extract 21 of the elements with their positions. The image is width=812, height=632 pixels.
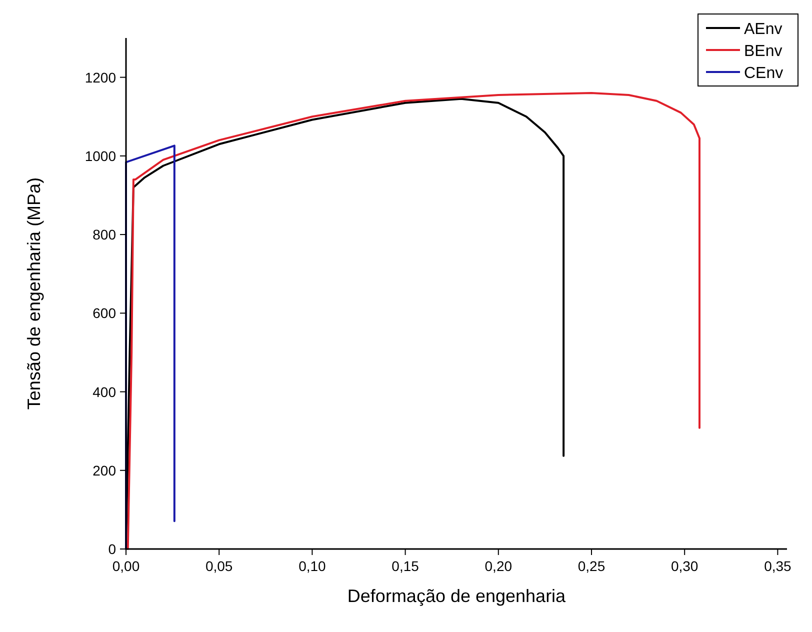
x-tick-label: 0,20 — [484, 558, 512, 574]
x-tick-label: 0,00 — [112, 558, 140, 574]
y-tick-label: 1000 — [84, 148, 116, 164]
x-tick-label: 0,35 — [764, 558, 792, 574]
legend-label: CEnv — [744, 65, 784, 82]
y-axis-title: Tensão de engenharia (MPa) — [24, 177, 44, 410]
legend-label: AEnv — [744, 21, 782, 38]
y-tick-label: 400 — [92, 384, 116, 400]
y-tick-label: 0 — [108, 541, 116, 557]
y-tick-label: 200 — [92, 462, 116, 478]
y-tick-label: 800 — [92, 226, 116, 243]
x-tick-label: 0,15 — [392, 558, 420, 574]
x-tick-label: 0,30 — [670, 558, 698, 574]
x-axis-title: Deformação de engenharia — [347, 586, 567, 606]
legend-label: BEnv — [744, 43, 782, 60]
x-tick-label: 0,10 — [298, 558, 326, 574]
x-tick-label: 0,25 — [578, 558, 606, 574]
y-tick-label: 600 — [92, 305, 116, 322]
x-tick-label: 0,05 — [205, 558, 233, 574]
y-tick-label: 1200 — [84, 69, 116, 86]
line-series — [125, 144, 176, 550]
